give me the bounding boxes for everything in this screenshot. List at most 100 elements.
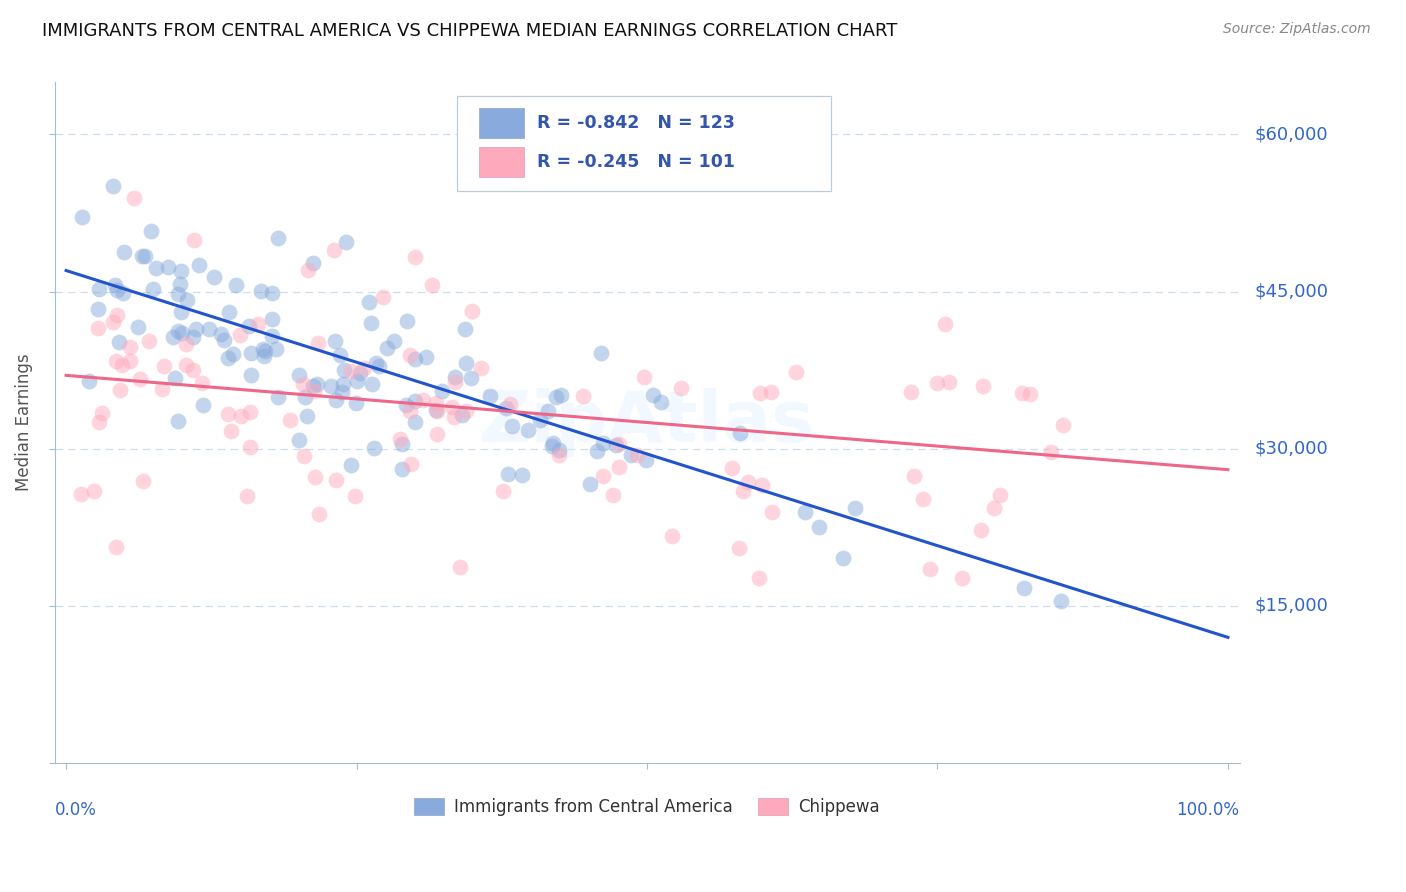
Text: IMMIGRANTS FROM CENTRAL AMERICA VS CHIPPEWA MEDIAN EARNINGS CORRELATION CHART: IMMIGRANTS FROM CENTRAL AMERICA VS CHIPP… [42,22,897,40]
Chippewa [239,405,262,419]
Chippewa [339,364,361,378]
Chippewa [934,318,956,332]
Immigrants from Central America [131,249,153,263]
Immigrants from Central America [643,388,665,402]
Chippewa [1052,418,1074,433]
Immigrants from Central America [592,436,614,450]
Immigrants from Central America [162,330,184,344]
Immigrants from Central America [591,346,613,360]
Chippewa [398,403,420,417]
Immigrants from Central America [301,379,323,393]
Immigrants from Central America [375,341,398,355]
Immigrants from Central America [384,334,406,348]
Immigrants from Central America [77,374,100,388]
Text: $60,000: $60,000 [1256,125,1329,144]
Immigrants from Central America [368,359,391,373]
Immigrants from Central America [844,500,866,515]
Chippewa [307,336,329,351]
Immigrants from Central America [325,393,347,408]
Chippewa [547,448,569,462]
Immigrants from Central America [295,409,318,424]
Chippewa [444,375,467,389]
Immigrants from Central America [605,437,627,451]
Immigrants from Central America [330,384,353,399]
Chippewa [499,397,522,411]
Immigrants from Central America [456,356,478,370]
Immigrants from Central America [176,293,198,308]
Immigrants from Central America [104,277,127,292]
Chippewa [353,360,375,375]
Immigrants from Central America [239,368,262,382]
Immigrants from Central America [186,322,208,336]
Chippewa [607,437,630,451]
Immigrants from Central America [170,326,193,340]
Chippewa [785,365,807,379]
Chippewa [728,541,751,555]
Chippewa [602,488,624,502]
Immigrants from Central America [537,404,560,418]
Chippewa [231,409,253,423]
Immigrants from Central America [294,391,316,405]
Immigrants from Central America [202,269,225,284]
Immigrants from Central America [496,467,519,481]
Immigrants from Central America [832,550,855,565]
Chippewa [633,370,655,384]
Immigrants from Central America [112,285,135,300]
Chippewa [460,304,482,318]
Immigrants from Central America [363,441,385,455]
Chippewa [983,500,1005,515]
Immigrants from Central America [156,260,179,274]
Immigrants from Central America [404,415,426,429]
Chippewa [737,475,759,489]
Immigrants from Central America [495,401,517,416]
Immigrants from Central America [1050,594,1073,608]
Immigrants from Central America [197,322,219,336]
Immigrants from Central America [586,444,609,458]
Immigrants from Central America [396,314,419,328]
Legend: Immigrants from Central America, Chippewa: Immigrants from Central America, Chippew… [408,791,886,823]
Immigrants from Central America [323,334,346,349]
Chippewa [389,432,412,446]
Chippewa [404,250,426,264]
Bar [479,146,524,177]
Immigrants from Central America [329,348,352,362]
Chippewa [108,384,131,398]
Y-axis label: Median Earnings: Median Earnings [15,354,32,491]
Immigrants from Central America [262,329,284,343]
Chippewa [90,406,112,420]
Immigrants from Central America [793,505,815,519]
Immigrants from Central America [404,394,426,409]
Chippewa [988,488,1011,502]
Immigrants from Central America [166,287,188,301]
Chippewa [86,321,108,335]
Immigrants from Central America [361,377,384,392]
Chippewa [761,384,783,399]
Chippewa [420,277,443,292]
Chippewa [925,376,948,390]
Chippewa [626,448,648,462]
Chippewa [229,328,252,343]
Immigrants from Central America [253,349,276,363]
Immigrants from Central America [250,284,273,298]
Immigrants from Central America [252,342,274,356]
Immigrants from Central America [357,295,380,310]
Chippewa [748,386,770,401]
Immigrants from Central America [217,351,239,366]
Immigrants from Central America [253,344,276,359]
Chippewa [304,384,326,398]
Immigrants from Central America [264,342,287,356]
Immigrants from Central America [344,396,367,410]
Immigrants from Central America [479,389,502,403]
Immigrants from Central America [544,390,567,404]
Immigrants from Central America [134,249,156,263]
Immigrants from Central America [425,403,447,417]
Chippewa [440,400,463,414]
Chippewa [325,473,347,487]
Immigrants from Central America [346,374,368,388]
Text: $45,000: $45,000 [1256,283,1329,301]
Chippewa [292,449,315,463]
Immigrants from Central America [391,461,413,475]
Chippewa [70,487,93,501]
Chippewa [912,492,935,507]
Text: 0.0%: 0.0% [55,801,97,819]
